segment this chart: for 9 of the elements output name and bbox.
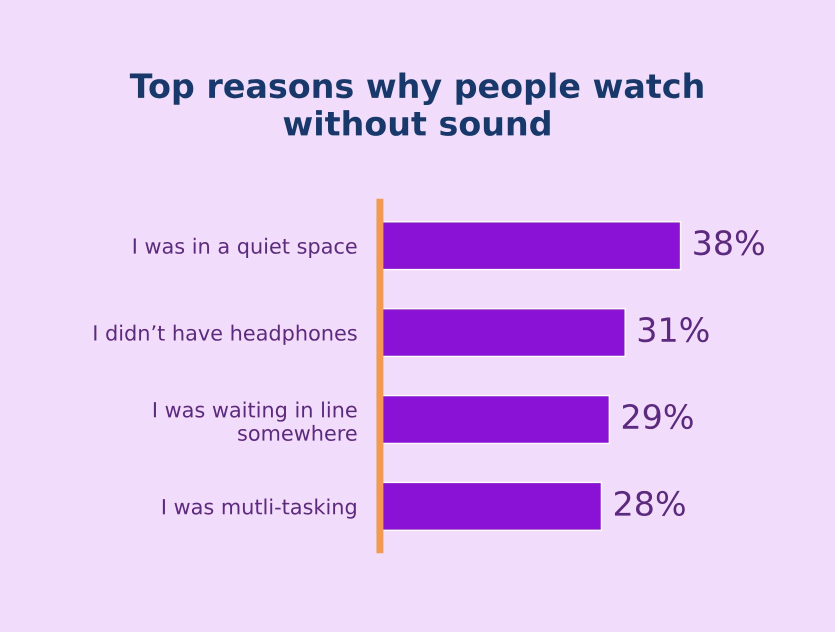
data-label: 31% <box>638 317 709 342</box>
y-tick-label: I was in a quiet space <box>134 238 357 258</box>
chart-title: Top reasons why people watch without sound <box>130 72 703 136</box>
data-label: 38% <box>694 230 764 256</box>
y-tick-label: I didn’t have headphones <box>94 324 357 345</box>
data-label: 29% <box>622 404 693 430</box>
y-tick-label: I was mutli-tasking <box>162 498 356 519</box>
data-label: 28% <box>614 490 685 516</box>
y-tick-label: I was waiting in line somewhere <box>154 401 357 441</box>
